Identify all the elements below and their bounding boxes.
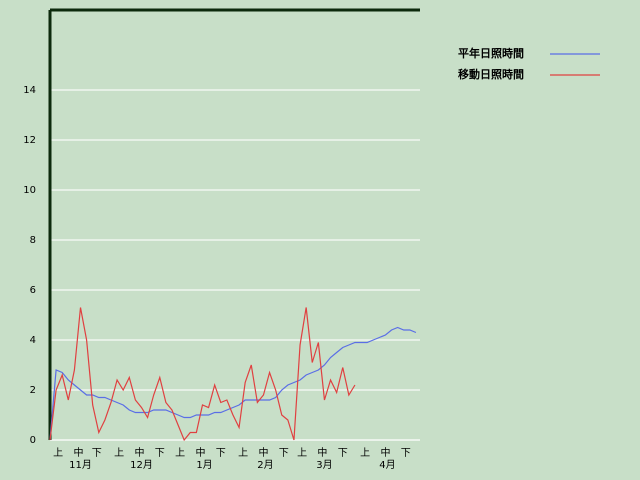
y-tick-label: 4 — [30, 335, 36, 346]
y-tick-label: 12 — [23, 135, 36, 146]
x-tick-label: 上 — [53, 447, 63, 459]
x-tick-label: 下 — [216, 448, 226, 459]
legend-label: 移動日照時間 — [458, 67, 524, 81]
x-tick-label: 上 — [297, 447, 307, 459]
x-tick-label: 中 — [134, 446, 144, 459]
month-label: 4月 — [379, 459, 395, 471]
x-tick-label: 下 — [155, 448, 165, 459]
x-tick-label: 上 — [238, 447, 248, 459]
series-line — [49, 326, 417, 441]
y-tick-label: 6 — [30, 285, 36, 296]
y-tick-label: 8 — [30, 235, 36, 246]
month-label: 2月 — [257, 459, 273, 471]
y-tick-label: 2 — [30, 385, 36, 396]
x-tick-label: 下 — [92, 448, 102, 459]
y-tick-label: 14 — [23, 85, 36, 96]
x-tick-label: 上 — [114, 447, 124, 459]
y-tick-label: 0 — [30, 435, 36, 446]
x-tick-label: 上 — [360, 447, 370, 459]
y-tick-label: 10 — [23, 185, 36, 196]
x-tick-label: 中 — [258, 446, 268, 459]
x-tick-label: 中 — [317, 446, 327, 459]
series-line — [49, 307, 356, 442]
month-label: 3月 — [316, 459, 332, 471]
month-label: 11月 — [69, 459, 92, 471]
legend-label: 平年日照時間 — [458, 46, 524, 60]
month-label: 1月 — [196, 459, 212, 471]
month-label: 12月 — [130, 459, 153, 471]
x-tick-label: 中 — [73, 446, 83, 459]
x-tick-label: 上 — [175, 447, 185, 459]
x-tick-label: 中 — [195, 446, 205, 459]
x-tick-label: 下 — [279, 448, 289, 459]
x-tick-label: 中 — [380, 446, 390, 459]
x-tick-label: 下 — [338, 448, 348, 459]
x-tick-label: 下 — [401, 448, 411, 459]
